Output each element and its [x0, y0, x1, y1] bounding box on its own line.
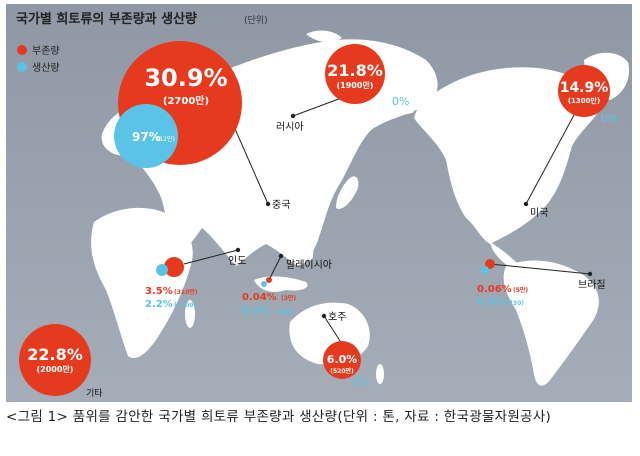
reserve-amt-usa: (1300만)	[568, 96, 600, 105]
reserve-pct-russia: 21.8%	[327, 61, 383, 80]
label-brazil: 브라질	[578, 279, 606, 291]
leader-malaysia	[268, 255, 282, 281]
world-map: 국가별 희토류의 부존량과 생산량 (단위) 부존량 생산량	[6, 4, 632, 402]
dot-russia	[290, 113, 296, 119]
reserve-amt-australia: (520만)	[330, 367, 354, 375]
reserve-amt-china: (2700만)	[163, 94, 209, 107]
production-bubble-india	[156, 264, 168, 276]
small-values: 3.5% (310만) 2.2% (2700) 0.04% (3만) 0.2% …	[145, 284, 528, 317]
country-dots	[235, 113, 593, 319]
production-bubble-china	[114, 104, 178, 168]
dot-malaysia	[278, 253, 284, 259]
reserve-pct-australia: 6.0%	[327, 353, 358, 366]
legend-swatch-production	[17, 62, 27, 72]
production-bubble-brazil	[481, 266, 489, 274]
land-central-america	[490, 242, 519, 270]
production-pct-russia: 0%	[392, 95, 409, 108]
production-amt-india: (2700)	[174, 302, 196, 309]
figure-caption: <그림 1> 품위를 감안한 국가별 희토류 부존량과 생산량(단위 : 톤, …	[6, 409, 552, 425]
leader-lines	[183, 93, 591, 345]
land-arctic-islands	[306, 30, 342, 43]
reserve-amt-other: (2000만)	[37, 364, 74, 374]
dot-brazil	[587, 271, 593, 277]
reserve-pct-china: 30.9%	[144, 64, 227, 92]
dot-india	[235, 247, 241, 253]
land-japan	[336, 176, 359, 209]
legend-label-production: 생산량	[32, 62, 60, 74]
country-labels: 중국 러시아 미국 인도 말레이시아 브라질 호주 기타	[86, 121, 606, 399]
land-new-zealand	[376, 364, 384, 384]
chart-title: 국가별 희토류의 부존량과 생산량	[16, 11, 197, 27]
production-pct-india: 2.2%	[145, 299, 173, 310]
production-amt-brazil: (730)	[506, 300, 524, 307]
reserve-bubble-australia	[323, 341, 361, 379]
reserve-amt-russia: (1900만)	[337, 80, 374, 90]
legend: 부존량 생산량	[17, 45, 60, 74]
label-india: 인도	[228, 255, 246, 267]
reserve-bubble-usa	[558, 65, 610, 117]
reserve-pct-malaysia: 0.04%	[242, 292, 277, 303]
dot-usa	[523, 201, 529, 207]
production-pct-malaysia: 0.2%	[242, 306, 270, 317]
reserve-values: 30.9% (2700만) 21.8% (1900만) 14.9% (1300만…	[27, 61, 608, 375]
reserve-pct-brazil: 0.06%	[477, 284, 512, 295]
label-other: 기타	[86, 388, 103, 399]
unit-label: (단위)	[244, 15, 268, 26]
production-bubbles	[114, 104, 489, 287]
land-africa	[91, 207, 193, 359]
label-malaysia: 말레이시아	[286, 259, 332, 271]
production-values: 97% (12만) 0% 0% 0%	[132, 95, 618, 389]
land-alaska-tip	[392, 104, 414, 114]
label-china: 중국	[272, 199, 290, 211]
reserve-bubble-malaysia	[266, 277, 272, 283]
leader-china	[231, 121, 269, 205]
dot-australia	[321, 313, 327, 319]
reserve-pct-india: 3.5%	[145, 286, 173, 297]
map-figure: 국가별 희토류의 부존량과 생산량 (단위) 부존량 생산량	[6, 4, 632, 402]
dot-china	[265, 201, 271, 207]
reserve-amt-brazil: (5만)	[513, 286, 528, 294]
production-bubble-malaysia	[261, 281, 267, 287]
leader-australia	[323, 315, 343, 345]
reserve-bubble-other	[19, 324, 91, 396]
production-amt-china: (12만)	[157, 135, 175, 143]
land-philippines	[302, 239, 314, 261]
production-pct-brazil: 0.6%	[477, 297, 505, 308]
reserve-pct-usa: 14.9%	[560, 80, 609, 96]
land-south-america	[503, 260, 599, 386]
reserve-bubble-russia	[325, 44, 385, 104]
legend-swatch-reserve	[17, 45, 27, 55]
production-pct-china: 97%	[132, 130, 161, 144]
leader-india	[183, 249, 239, 265]
land-madagascar	[185, 300, 195, 328]
leader-usa	[525, 103, 581, 205]
leader-brazil	[489, 263, 591, 275]
production-pct-australia: 0%	[352, 376, 369, 389]
reserve-pct-other: 22.8%	[27, 345, 83, 364]
label-usa: 미국	[530, 207, 548, 219]
legend-label-reserve: 부존량	[32, 45, 60, 57]
land-north-america	[414, 67, 602, 244]
reserve-bubble-india	[164, 257, 184, 277]
reserve-amt-india: (310만)	[174, 288, 198, 296]
production-amt-malaysia: (200)	[275, 309, 293, 316]
production-pct-usa: 0%	[601, 112, 618, 125]
reserve-bubble-brazil	[485, 259, 495, 269]
reserve-amt-malaysia: (3만)	[281, 294, 296, 302]
label-russia: 러시아	[276, 121, 304, 133]
label-australia: 호주	[328, 311, 346, 323]
